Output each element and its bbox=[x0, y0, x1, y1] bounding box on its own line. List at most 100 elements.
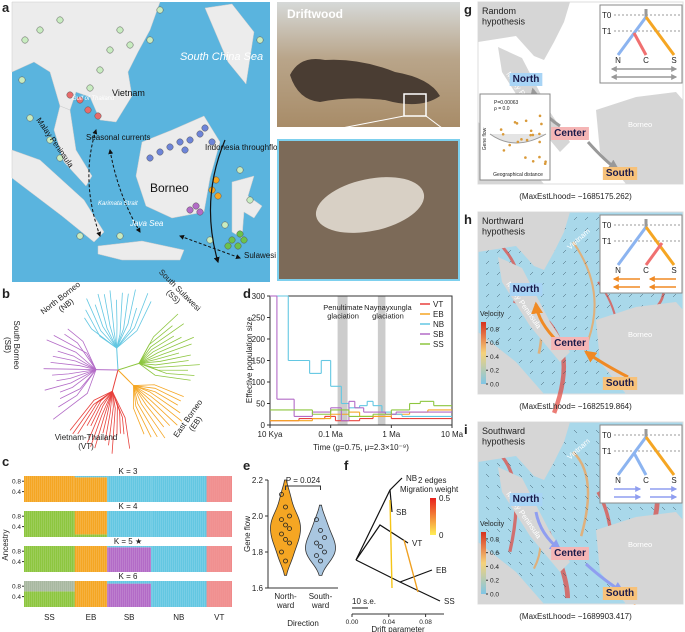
tree-branch bbox=[138, 325, 173, 364]
ibd-point bbox=[524, 119, 528, 123]
site bbox=[208, 138, 216, 146]
region-box bbox=[551, 127, 589, 140]
velocity-arrow bbox=[617, 506, 622, 511]
velocity-arrow bbox=[562, 293, 567, 298]
site bbox=[86, 84, 94, 92]
site bbox=[176, 138, 184, 146]
tip-label: N bbox=[615, 56, 621, 65]
tree-branch bbox=[84, 317, 117, 349]
y-tick-label: 250 bbox=[252, 314, 266, 323]
map-label: Seasonal currents bbox=[86, 133, 150, 142]
site bbox=[84, 106, 92, 114]
ancestry-segment bbox=[107, 547, 152, 572]
velocity-arrow bbox=[584, 506, 589, 511]
velocity-arrow bbox=[485, 293, 490, 298]
y-tick-label: 0 bbox=[261, 421, 266, 430]
velocity-arrow bbox=[507, 561, 512, 566]
tree-branch bbox=[116, 292, 123, 349]
velocity-arrow bbox=[573, 260, 578, 265]
ibd-point bbox=[501, 132, 505, 136]
colorbar-title: Velocity bbox=[480, 311, 505, 318]
velocity-arrow bbox=[540, 561, 545, 566]
region-box bbox=[602, 167, 638, 180]
tree-branch bbox=[116, 293, 149, 349]
velocity-arrow bbox=[650, 506, 655, 511]
tree-branch bbox=[133, 385, 183, 422]
panel-label: e bbox=[243, 458, 250, 473]
ancestry-segment bbox=[151, 581, 207, 607]
region-box bbox=[509, 73, 543, 86]
velocity-arrow bbox=[562, 260, 567, 265]
site bbox=[76, 232, 84, 240]
hypothesis-title: Random hypothesis bbox=[482, 6, 526, 26]
velocity-arrow bbox=[507, 326, 512, 331]
velocity-arrow bbox=[650, 293, 655, 298]
velocity-arrow bbox=[529, 337, 534, 342]
x-axis-label: Time (g=0.75, μ=2.3×10⁻⁹) bbox=[313, 443, 409, 452]
velocity-arrow bbox=[584, 370, 589, 375]
tree-branch bbox=[111, 391, 118, 436]
tree-branch bbox=[138, 363, 195, 376]
site bbox=[21, 36, 29, 44]
velocity-arrow bbox=[540, 572, 545, 577]
scenario-inset: T0 T1 N C S bbox=[599, 424, 683, 504]
velocity-arrow bbox=[562, 359, 567, 364]
velocity-arrow bbox=[595, 506, 600, 511]
velocity-arrow bbox=[485, 473, 490, 478]
velocity-arrow bbox=[573, 293, 578, 298]
tip-label: N bbox=[615, 476, 621, 485]
region-box bbox=[551, 337, 589, 350]
velocity-arrow bbox=[485, 304, 490, 309]
velocity-arrow bbox=[485, 495, 490, 500]
velocity-arrow bbox=[562, 572, 567, 577]
velocity-arrow bbox=[496, 249, 501, 254]
velocity-arrow bbox=[507, 462, 512, 467]
ibd-point bbox=[516, 140, 520, 144]
scenario-inset: T0 T1 N C S bbox=[599, 4, 683, 84]
site bbox=[96, 66, 104, 74]
region-label: North bbox=[513, 74, 540, 85]
tree-branch bbox=[52, 355, 97, 370]
point bbox=[283, 558, 288, 564]
velocity-arrow bbox=[485, 282, 490, 287]
time-label: T0 bbox=[602, 11, 612, 20]
ancestry-segment bbox=[24, 476, 75, 502]
velocity-arrow bbox=[540, 550, 545, 555]
velocity-arrow bbox=[551, 271, 556, 276]
velocity-arrow bbox=[485, 271, 490, 276]
tree-branch bbox=[116, 307, 138, 349]
site bbox=[56, 154, 64, 162]
velocity-arrow bbox=[507, 506, 512, 511]
tree-branch bbox=[90, 390, 113, 427]
colorbar-title: Velocity bbox=[480, 521, 505, 528]
velocity-arrow bbox=[518, 473, 523, 478]
panel-label: b bbox=[2, 286, 10, 301]
glaciation bbox=[337, 296, 348, 425]
tip-label: C bbox=[643, 476, 649, 485]
velocity-arrow bbox=[573, 451, 578, 456]
k-label: K = 5 ★ bbox=[114, 537, 142, 546]
inset-stat: P=0.00063 ρ = 0.0 bbox=[494, 100, 519, 112]
land bbox=[478, 332, 544, 394]
tree-branch bbox=[111, 391, 131, 449]
velocity-arrow bbox=[573, 473, 578, 478]
point bbox=[314, 553, 319, 558]
velocity-arrow bbox=[507, 550, 512, 555]
site bbox=[56, 16, 64, 24]
velocity-arrow bbox=[551, 315, 556, 320]
ancestry-segment bbox=[206, 546, 232, 572]
velocity-arrow bbox=[584, 495, 589, 500]
tree-branch bbox=[133, 385, 166, 439]
velocity-arrow bbox=[595, 561, 600, 566]
ibd-point bbox=[529, 129, 533, 133]
velocity-arrow bbox=[584, 594, 589, 599]
weight-colorbar bbox=[430, 498, 436, 535]
colorbar-tick-label: 0.0 bbox=[490, 592, 499, 599]
site bbox=[116, 232, 124, 240]
land bbox=[478, 2, 570, 60]
velocity-arrow bbox=[573, 506, 578, 511]
ancestry-segment bbox=[107, 476, 152, 502]
velocity-arrow bbox=[562, 528, 567, 533]
y-tick-label: 2.2 bbox=[252, 476, 264, 485]
